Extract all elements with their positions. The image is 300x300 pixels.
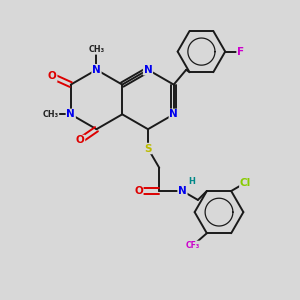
Text: N: N [92,65,101,75]
Text: O: O [134,186,143,196]
Text: S: S [144,143,152,154]
Text: CH₃: CH₃ [43,110,58,119]
Text: N: N [169,109,178,119]
Text: H: H [188,178,195,187]
Text: O: O [48,71,57,81]
Text: F: F [237,46,244,57]
Text: CF₃: CF₃ [185,241,200,250]
Text: N: N [144,65,152,75]
Text: O: O [76,136,85,146]
Text: N: N [66,109,75,119]
Text: N: N [178,186,187,196]
Text: CH₃: CH₃ [88,45,105,54]
Text: Cl: Cl [240,178,251,188]
